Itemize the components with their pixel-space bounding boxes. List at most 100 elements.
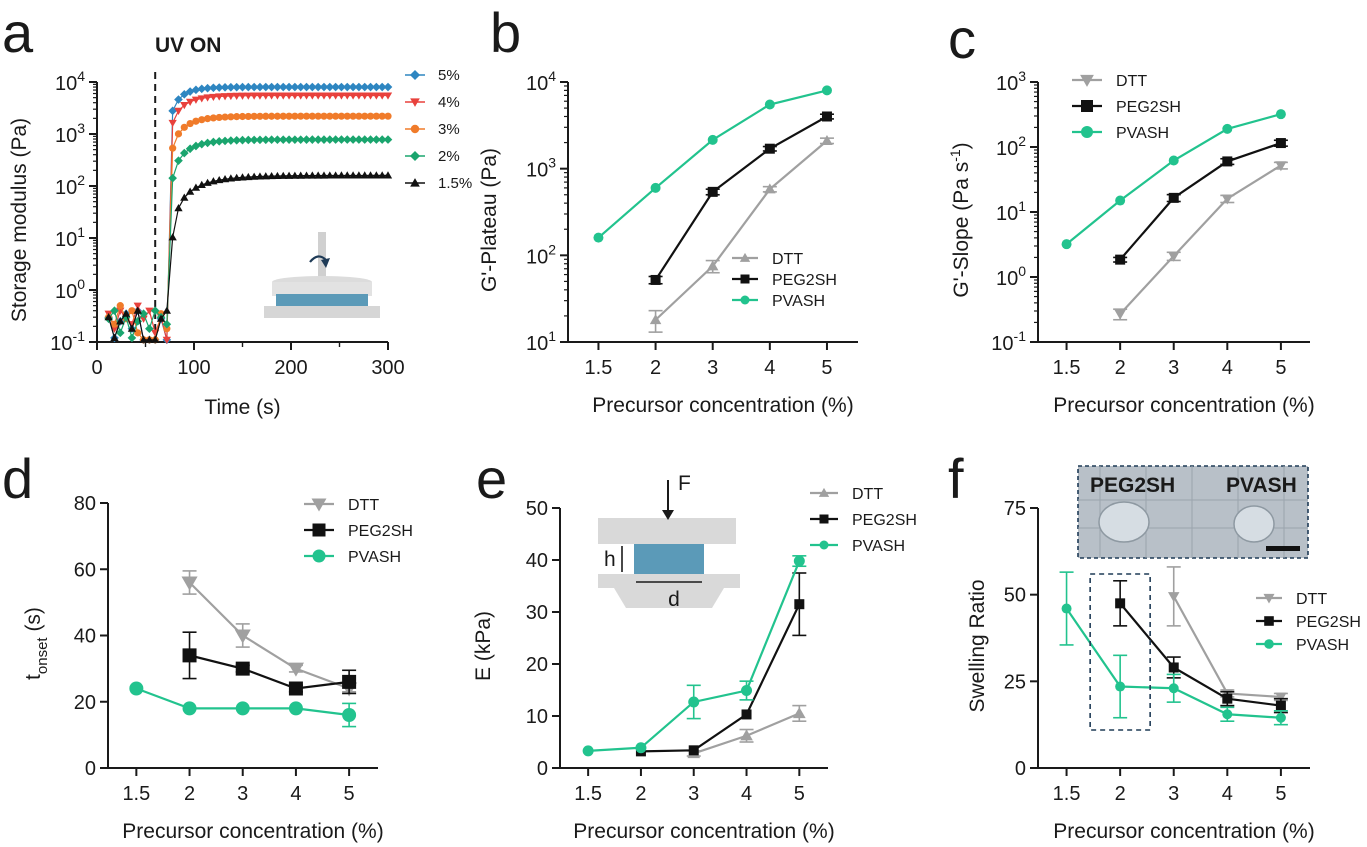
a-point [273,171,282,180]
d-point-dtt [287,662,304,677]
a-point [244,172,253,181]
a-point [342,135,352,144]
c-xtick-label: 5 [1275,357,1286,379]
e-xtick-label: 4 [741,783,752,805]
e-ytick-label: 20 [526,654,548,676]
a-point [308,112,316,120]
a-point [331,135,340,144]
a-point [267,92,276,100]
a-point [302,135,311,144]
b-point-pvash [650,182,661,193]
b-point-pvash [764,99,775,110]
a-point [360,171,369,179]
b-legend-pvash: PVASH [772,293,825,310]
f-point-pvash [1275,712,1286,723]
f-y-axis-label: Swelling Ratio [966,579,989,712]
a-point [267,135,276,145]
height-label: h [604,548,616,571]
f-xtick-label: 5 [1275,783,1286,805]
d-line-dtt [188,581,350,690]
d-point-peg2sh [288,681,303,696]
a-point [261,135,271,145]
a-point [134,329,142,337]
a-point [179,148,189,158]
f-legend-marker [1264,616,1274,626]
a-point [267,82,276,92]
d-point-peg2sh [342,674,357,689]
c-ytick-label: 103 [996,68,1026,95]
c-ytick-label: 10-1 [991,328,1026,355]
b-point-peg2sh [707,186,718,197]
a-point [308,92,317,100]
a-point [244,82,253,92]
a-point [203,94,212,102]
a-point [185,187,195,195]
b-ytick-label: 102 [526,241,556,268]
a-point [255,135,265,145]
c-line-peg2sh [1119,142,1282,261]
f-xtick-label: 3 [1168,783,1179,805]
a-ytick-label: 100 [55,276,85,303]
b-point-dtt [706,260,719,271]
a-point [156,314,166,322]
e-xtick-label: 3 [688,783,699,805]
c-point-pvash [1275,109,1286,120]
a-point [320,112,328,120]
a-point [384,112,392,120]
e-point-peg2sh [794,599,805,610]
a-legend-3%: 3% [438,121,460,138]
c-point-pvash [1115,195,1126,206]
a-point [342,82,352,92]
a-point [162,319,172,329]
c-point-dtt [1275,161,1287,172]
a-point [296,82,306,92]
a-point [139,335,148,343]
a-ytick-label: 103 [55,120,85,147]
a-point [273,92,282,100]
a-uv-annotation: UV ON [155,34,222,57]
e-line-peg2sh [640,603,801,753]
a-point [255,92,265,100]
a-point [348,135,358,144]
a-point [314,171,323,179]
a-point [180,123,188,131]
compression-inset-icon: Fh d [598,472,740,611]
e-point-peg2sh [741,709,752,720]
a-point [226,136,236,145]
a-point [337,82,346,92]
a-point [331,82,340,92]
a-point [360,135,370,144]
c-point-dtt [1114,309,1126,320]
a-point [116,302,124,310]
e-point-dtt [792,707,806,719]
b-y-axis-label: G'-Plateau (Pa) [478,148,501,292]
e-legend-marker [819,514,829,524]
diameter-label: d [668,588,680,611]
f-point-dtt [1275,692,1287,703]
a-point [343,112,351,120]
a-point [377,135,387,144]
a-point [203,83,212,93]
a-point [121,309,131,317]
b-xtick-label: 1.5 [585,357,613,379]
c-legend-peg2sh: PEG2SH [1116,99,1181,116]
compression-sample [634,544,704,574]
a-point [354,171,364,179]
a-point [332,112,340,120]
c-legend-marker [1081,100,1093,112]
a-point [250,92,259,100]
a-point [313,82,323,92]
a-point [296,171,305,179]
b-legend-marker [740,274,750,284]
panel-letter-f: f [948,447,964,510]
a-point [238,173,247,181]
a-series-2% [104,135,393,343]
a-point [372,171,381,179]
f-xtick-label: 1.5 [1053,783,1081,805]
d-ytick-label: 20 [74,692,96,714]
d-ytick-label: 80 [74,493,96,515]
panel-c: c 10-1 100 101 102 103 1.5 2 3 4 5 Precursor concen… [947,7,1315,417]
a-point [291,112,299,120]
a-legend-1.5%: 1.5% [438,175,472,192]
a-legend-5%: 5% [438,67,460,84]
